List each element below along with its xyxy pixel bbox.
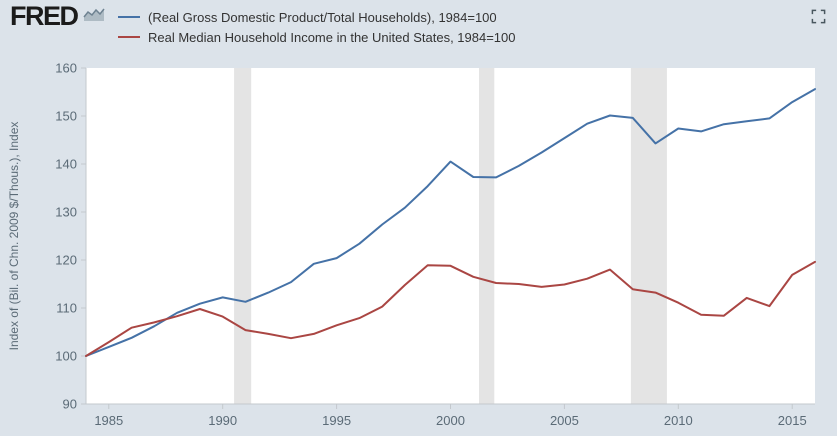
- x-tick-label: 1995: [322, 413, 351, 428]
- legend-label-income: Real Median Household Income in the Unit…: [148, 29, 516, 45]
- recession-band: [234, 68, 252, 404]
- fred-logo[interactable]: FRED: [10, 1, 106, 31]
- x-tick-label: 2015: [778, 413, 807, 428]
- legend-label-gdp: (Real Gross Domestic Product/Total House…: [148, 9, 497, 25]
- x-tick-label: 2005: [550, 413, 579, 428]
- y-tick-label: 90: [63, 397, 77, 412]
- x-tick-label: 1990: [208, 413, 237, 428]
- y-tick-label: 140: [55, 157, 77, 172]
- x-tick-label: 1985: [94, 413, 123, 428]
- plot-area[interactable]: [86, 68, 815, 404]
- legend-item-gdp: (Real Gross Domestic Product/Total House…: [117, 7, 516, 27]
- x-tick-label: 2010: [664, 413, 693, 428]
- y-tick-label: 100: [55, 349, 77, 364]
- recession-band: [479, 68, 495, 404]
- fullscreen-icon[interactable]: [811, 9, 826, 24]
- legend-item-income: Real Median Household Income in the Unit…: [117, 27, 516, 47]
- gdp-line-swatch: [118, 16, 140, 18]
- legend: (Real Gross Domestic Product/Total House…: [117, 7, 516, 47]
- recession-band: [630, 68, 667, 404]
- fred-logo-chart-icon: [82, 8, 105, 21]
- income-line-swatch: [118, 36, 140, 38]
- y-tick-label: 150: [55, 109, 77, 124]
- series-line-gdp: [85, 88, 816, 357]
- y-tick-label: 130: [55, 205, 77, 220]
- y-tick-label: 120: [55, 253, 77, 268]
- y-axis-title: Index of (Bil. of Chn. 2009 $/Thous.), I…: [7, 122, 21, 351]
- x-tick-label: 2000: [436, 413, 465, 428]
- y-tick-label: 160: [55, 61, 77, 76]
- series-line-income: [85, 260, 816, 357]
- fred-logo-text: FRED: [10, 1, 79, 31]
- y-tick-label: 110: [56, 301, 77, 316]
